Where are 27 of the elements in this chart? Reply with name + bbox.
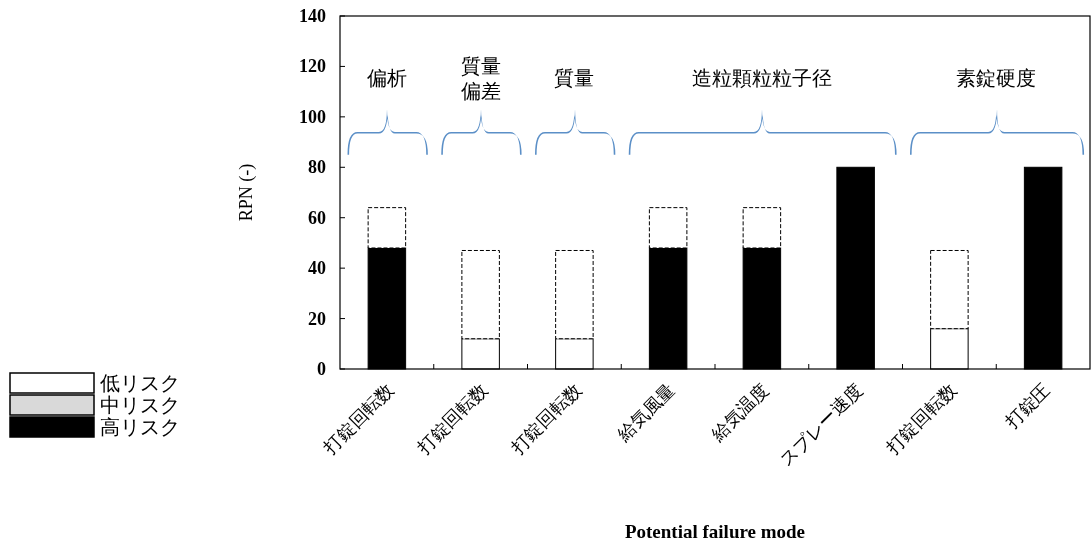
y-tick-label: 20 bbox=[308, 308, 326, 329]
x-tick-label: 打錠回転数 bbox=[412, 379, 492, 459]
y-tick-label: 40 bbox=[308, 258, 326, 279]
y-tick-label: 100 bbox=[299, 106, 326, 127]
annotation: 造粒顆粒粒子径 bbox=[691, 67, 832, 90]
annotation: 質量 bbox=[460, 55, 501, 78]
x-tick-label: 打錠圧 bbox=[1000, 379, 1054, 433]
x-tick-label: スプレー速度 bbox=[775, 379, 867, 471]
x-axis-title: Potential failure mode bbox=[624, 521, 806, 542]
x-tick-label: 打錠回転数 bbox=[319, 379, 398, 459]
y-tick-label: 80 bbox=[308, 157, 326, 178]
y-tick-label: 140 bbox=[299, 6, 326, 26]
y-tick-label: 60 bbox=[308, 207, 326, 228]
x-tick-label: 給気風量 bbox=[613, 379, 679, 446]
x-tick-label: 給気温度 bbox=[706, 379, 773, 446]
annotation: 偏析 bbox=[366, 67, 407, 90]
y-axis-title: RPN (-) bbox=[236, 163, 257, 222]
x-tick-label: 打錠回転数 bbox=[506, 379, 586, 459]
annotation: 素錠硬度 bbox=[956, 67, 1037, 90]
legend-label: 低リスク bbox=[100, 372, 180, 394]
legend-label: 高リスク bbox=[100, 416, 180, 438]
annotation: 質量 bbox=[554, 67, 595, 90]
y-tick-label: 120 bbox=[299, 56, 326, 77]
legend-label: 中リスク bbox=[100, 394, 180, 416]
y-tick-label: 0 bbox=[317, 359, 326, 379]
x-tick-label: 打錠回転数 bbox=[881, 379, 961, 459]
annotation: 偏差 bbox=[460, 80, 501, 103]
